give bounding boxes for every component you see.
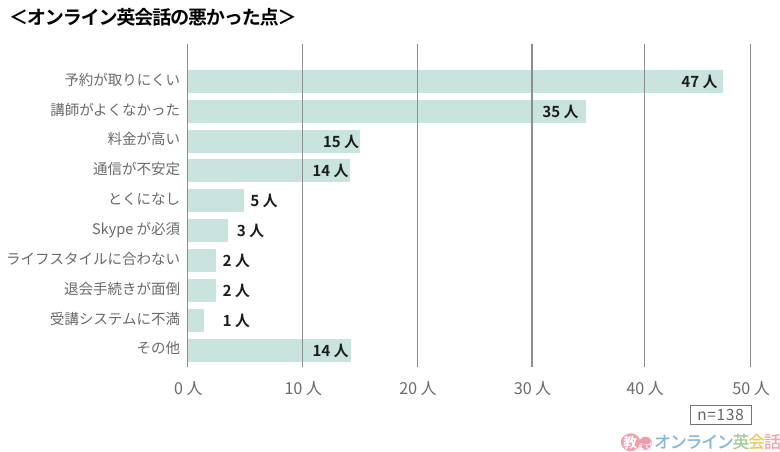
svg-text:えて: えて [638,441,651,450]
svg-text:!: ! [649,440,652,451]
svg-text:教: 教 [623,432,637,451]
